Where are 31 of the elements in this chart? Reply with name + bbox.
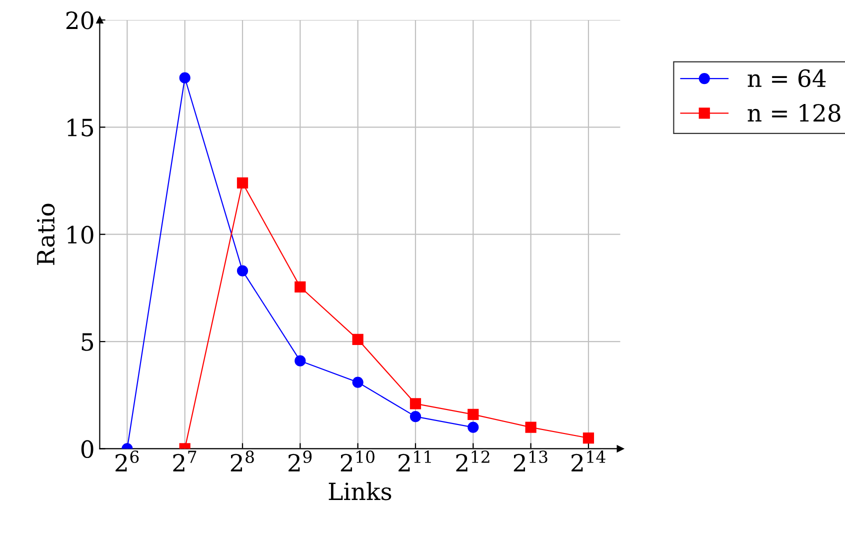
x-tick-label: 2$^{14}$	[572, 450, 606, 472]
point	[294, 355, 306, 366]
legend-label: n = 64	[748, 69, 826, 88]
point	[410, 411, 422, 422]
x-tick-label: 2$^{8}$	[230, 450, 254, 472]
y-tick-label: 15	[68, 118, 94, 136]
y-tick-label: 0	[81, 440, 94, 458]
point	[352, 334, 364, 345]
point	[410, 398, 422, 410]
point	[236, 177, 248, 188]
x-tick-label: 2$^{9}$	[288, 450, 312, 472]
point	[468, 408, 479, 420]
y-axis-title: Ratio	[36, 204, 55, 265]
point	[236, 265, 248, 276]
y-tick-label: 20	[66, 11, 94, 30]
x-axis-title: Links	[328, 482, 392, 500]
x-tick-label: 2$^{11}$	[398, 450, 431, 472]
point	[468, 422, 479, 433]
point	[582, 432, 594, 444]
y-tick-label: 10	[68, 226, 94, 244]
x-tick-label: 2$^{7}$	[173, 450, 196, 472]
point	[179, 72, 190, 84]
point	[294, 281, 306, 292]
x-tick-label: 2$^{13}$	[514, 450, 548, 472]
x-tick-label: 2$^{10}$	[340, 450, 374, 472]
x-tick-label: 2$^{6}$	[116, 450, 139, 472]
x-tick-label: 2$^{12}$	[456, 450, 490, 472]
point	[525, 422, 536, 433]
y-tick-label: 5	[82, 333, 94, 351]
point	[352, 376, 364, 388]
legend-label: n = 128	[748, 104, 840, 122]
